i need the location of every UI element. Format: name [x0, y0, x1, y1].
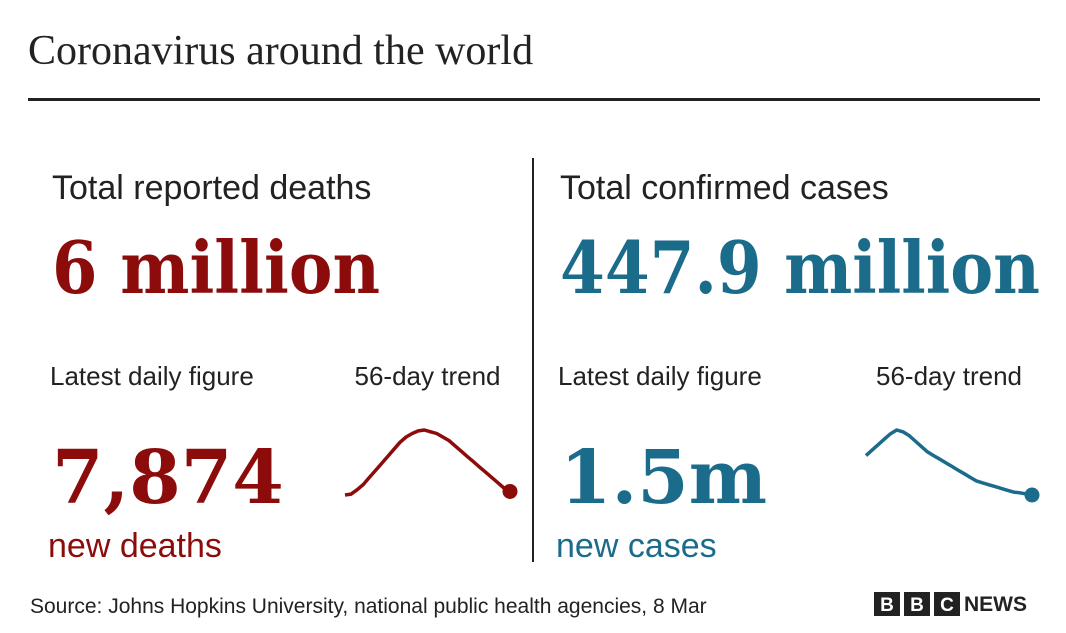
trend-label: 56-day trend: [876, 361, 1022, 391]
daily-value: 1.5m: [560, 435, 767, 521]
logo-text: NEWS: [964, 593, 1027, 616]
logo-block: [934, 592, 960, 616]
panel-total: 6 million: [52, 225, 380, 310]
divider: [532, 158, 534, 562]
logo-letter: C: [940, 595, 954, 616]
logo-block: [904, 592, 930, 616]
trend-line: [864, 428, 1033, 497]
daily-unit: new cases: [556, 527, 717, 565]
panel-total: 447.9 million: [560, 225, 1040, 310]
daily-label: Latest daily figure: [50, 361, 254, 391]
daily-unit: new deaths: [48, 527, 222, 565]
logo-letter: B: [910, 595, 924, 616]
panel-heading: Total reported deaths: [52, 169, 371, 207]
trend-label: 56-day trend: [355, 361, 501, 391]
trend-line: [344, 428, 511, 497]
trend-end-dot: [1024, 487, 1040, 503]
logo-block: [874, 592, 900, 616]
daily-label: Latest daily figure: [558, 361, 762, 391]
logo-letter: B: [880, 595, 894, 616]
daily-value: 7,874: [52, 435, 284, 521]
trend-end-dot: [502, 483, 518, 499]
title: Coronavirus around the world: [28, 28, 533, 74]
panel-heading: Total confirmed cases: [560, 169, 889, 207]
source: Source: Johns Hopkins University, nation…: [30, 595, 707, 618]
bbc-logo: B B C NEWS: [874, 592, 1027, 616]
title-rule: [28, 98, 1040, 101]
